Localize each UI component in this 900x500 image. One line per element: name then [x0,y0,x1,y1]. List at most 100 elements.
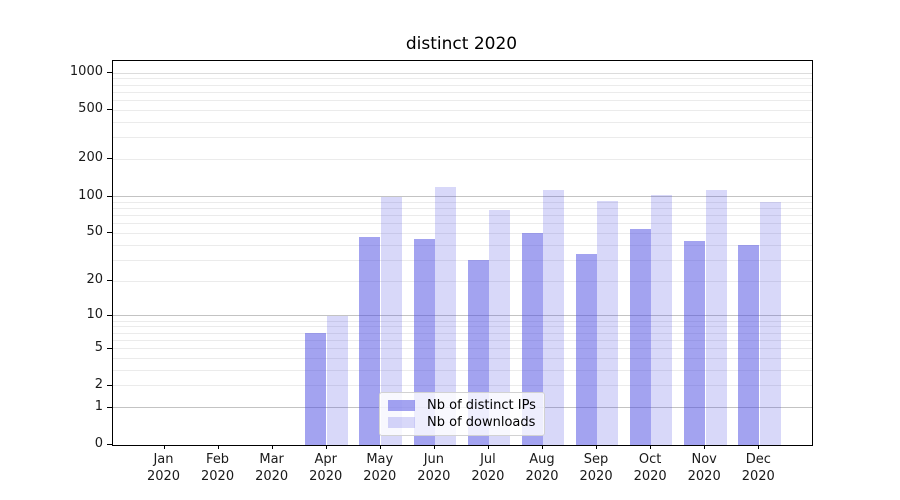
y-tick-mark [107,195,112,197]
y-tick-label: 50 [86,224,103,240]
x-tick-mark [433,445,435,449]
y-tick-label: 20 [86,272,103,288]
bar-distinct-ips [683,241,705,445]
x-tick-mark [325,445,327,449]
gridline-minor [113,232,812,234]
x-tick-month: Sep [583,452,609,467]
legend-label: Nb of downloads [427,415,536,431]
legend-item: Nb of downloads [388,415,536,430]
bar-downloads [489,209,511,445]
gridline-minor [113,207,812,209]
x-tick-label: Jul 2020 [458,451,518,485]
gridline-minor [113,158,812,160]
y-tick-mark [107,384,112,386]
legend-swatch-downloads [388,417,415,429]
y-tick-label: 10 [86,306,103,322]
gridline-minor [113,385,812,387]
x-tick-label: Feb 2020 [188,451,248,485]
y-tick-mark [107,314,112,316]
x-tick-year: 2020 [363,469,397,484]
x-tick-month: Aug [529,452,555,467]
gridline-minor [113,244,812,246]
x-tick-mark [704,445,706,449]
gridline-minor [113,332,812,334]
legend-swatch-distinct-ips [388,399,415,411]
gridline-minor [113,91,812,93]
y-tick-label: 1000 [69,64,103,79]
x-tick-mark [217,445,219,449]
x-tick-mark [596,445,598,449]
x-tick-year: 2020 [633,469,667,484]
bar-distinct-ips [359,236,381,445]
y-tick-mark [107,72,112,73]
x-tick-mark [650,445,652,449]
x-tick-year: 2020 [201,469,235,484]
x-tick-month: Jan [153,452,174,467]
x-tick-mark [758,445,760,449]
y-tick-mark [107,406,112,408]
gridline-minor [113,280,812,282]
y-tick-label: 0 [94,436,103,451]
plot-area [112,60,813,446]
legend-item: Nb of distinct IPs [388,398,536,413]
y-tick-mark [107,444,112,445]
bar-distinct-ips [737,245,759,445]
gridline-minor [113,223,812,225]
x-tick-year: 2020 [687,469,721,484]
x-tick-year: 2020 [579,469,613,484]
bar-downloads [435,186,457,445]
bar-distinct-ips [305,333,327,445]
bar-downloads [381,196,403,445]
y-tick-label: 1 [94,398,103,414]
gridline-major [113,315,812,317]
x-tick-label: Nov 2020 [674,451,734,485]
x-tick-label: Jan 2020 [134,451,194,485]
bar-downloads [651,194,673,445]
chart-title: distinct 2020 [405,34,518,54]
x-tick-month: Mar [259,452,284,467]
x-tick-year: 2020 [146,469,181,484]
y-tick-mark [107,158,112,160]
x-tick-mark [541,445,543,449]
y-tick-label: 200 [78,150,103,166]
x-tick-year: 2020 [417,469,451,484]
gridline-mid [113,72,812,74]
x-tick-label: Mar 2020 [242,451,302,485]
x-tick-month: Feb [206,452,230,467]
y-tick-mark [107,109,112,111]
gridline-minor [113,259,812,261]
gridline-minor [113,348,812,350]
gridline-minor [113,84,812,86]
bar-distinct-ips [575,253,597,445]
x-tick-mark [379,445,381,449]
gridline-minor [113,121,812,123]
gridline-minor [113,320,812,322]
x-tick-year: 2020 [255,469,289,484]
bar-downloads [597,200,619,445]
gridline-minor [113,137,812,139]
y-tick-label: 100 [78,187,103,203]
gridline-minor [113,326,812,328]
x-tick-mark [487,445,489,449]
x-tick-month: Jul [480,452,496,467]
gridline-minor [113,369,812,371]
y-tick-label: 5 [94,339,103,355]
x-tick-label: Sep 2020 [566,451,626,485]
gridline-minor [113,339,812,341]
x-tick-label: Jun 2020 [404,451,464,485]
x-tick-month: Jun [423,452,444,467]
gridline-minor [113,78,812,80]
x-tick-mark [163,445,165,449]
gridline-minor [113,109,812,111]
x-tick-label: Dec 2020 [728,451,788,485]
gridline-minor [113,214,812,216]
gridline-minor [113,99,812,101]
y-tick-mark [107,347,112,349]
gridline-major [113,196,812,197]
x-tick-mark [271,445,273,449]
x-tick-label: Aug 2020 [512,451,572,485]
x-tick-year: 2020 [741,469,775,484]
x-tick-month: Dec [745,452,771,467]
bar-downloads [327,315,348,445]
